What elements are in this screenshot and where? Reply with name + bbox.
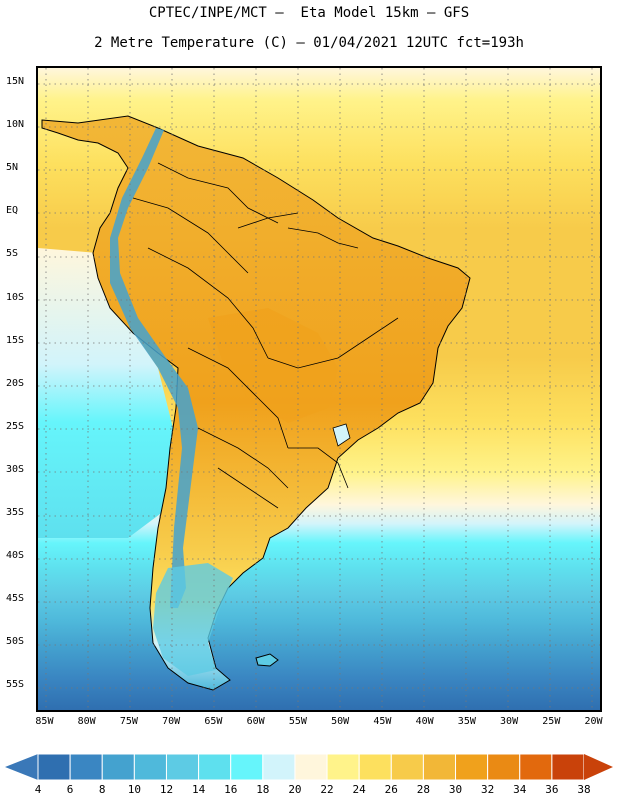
colorbar-tick-label: 18 <box>256 783 270 796</box>
patagonia-cool-region <box>153 563 233 676</box>
colorbar-tick-label: 30 <box>448 783 463 796</box>
colorbar-swatch <box>487 753 521 781</box>
chart-title-line2: 2 Metre Temperature (C) – 01/04/2021 12U… <box>94 35 524 51</box>
colorbar-tick-label: 26 <box>384 783 398 796</box>
colorbar-tick-label: 16 <box>224 783 238 796</box>
lat-label: 15N <box>6 76 25 88</box>
lat-label: 20S <box>6 377 25 389</box>
lat-label: 45S <box>6 593 25 605</box>
colorbar-swatch <box>519 753 553 781</box>
colorbar-swatch <box>37 753 71 781</box>
colorbar-swatch <box>294 753 328 781</box>
colorbar-swatch <box>101 753 135 781</box>
chart-title-line1: CPTEC/INPE/MCT – Eta Model 15km – GFS <box>148 5 470 21</box>
colorbar-swatch <box>326 753 360 781</box>
lat-label: 15S <box>6 334 25 346</box>
colorbar <box>5 753 613 781</box>
lon-label: 80W <box>77 716 96 727</box>
lat-label: 40S <box>6 549 25 561</box>
hot-core-region <box>208 308 338 423</box>
lat-label: 35S <box>6 506 25 518</box>
colorbar-tick-label: 28 <box>416 783 431 796</box>
lat-label: 10N <box>6 119 25 131</box>
colorbar-swatch <box>455 753 489 781</box>
lat-label: 25S <box>6 420 25 432</box>
pacific-cool-field <box>38 248 178 538</box>
colorbar-tick-label: 34 <box>513 783 527 796</box>
colorbar-swatch <box>262 753 296 781</box>
lon-label: 45W <box>373 716 392 727</box>
lon-label: 60W <box>246 716 265 727</box>
colorbar-tick-label: 22 <box>320 783 334 796</box>
lon-label: 75W <box>119 716 138 727</box>
colorbar-tick-label: 14 <box>191 783 206 796</box>
triangle-right-icon <box>584 754 613 780</box>
map-frame <box>36 66 602 712</box>
colorbar-tick-label: 20 <box>288 783 302 796</box>
colorbar-tick-label: 10 <box>127 783 141 796</box>
colorbar-swatch <box>198 753 232 781</box>
lon-label: 25W <box>542 716 561 727</box>
lon-label: 30W <box>500 716 519 727</box>
colorbar-swatch <box>358 753 392 781</box>
lon-label: 50W <box>331 716 350 727</box>
lon-label: 55W <box>288 716 307 727</box>
lon-label: 20W <box>584 716 603 727</box>
colorbar-tick-label: 32 <box>481 783 495 796</box>
lon-label: 85W <box>35 716 54 727</box>
lat-label: 5N <box>6 162 19 174</box>
colorbar-swatch <box>390 753 424 781</box>
colorbar-swatch <box>230 753 264 781</box>
temperature-map <box>38 68 600 710</box>
map-gridlines <box>38 68 600 710</box>
country-borders <box>132 162 399 509</box>
lat-label: 50S <box>6 636 25 648</box>
lat-label: 10S <box>6 291 25 303</box>
lat-label: 55S <box>6 679 25 691</box>
lon-label: 70W <box>162 716 181 727</box>
colorbar-swatch <box>133 753 167 781</box>
colorbar-swatch <box>422 753 457 781</box>
colorbar-tick-label: 6 <box>66 783 74 796</box>
falkland-islands <box>255 653 279 667</box>
lake-lagoon <box>332 423 351 447</box>
colorbar-swatch <box>165 753 200 781</box>
colorbar-tick-label: 24 <box>352 783 366 796</box>
lon-label: 65W <box>204 716 223 727</box>
colorbar-tick-label: 12 <box>159 783 174 796</box>
lon-label: 35W <box>457 716 476 727</box>
lat-label: EQ <box>6 205 19 217</box>
triangle-left-icon <box>5 754 38 780</box>
colorbar-swatch <box>69 753 103 781</box>
colorbar-tick-label: 4 <box>34 783 42 796</box>
lat-label: 30S <box>6 463 25 475</box>
lat-label: 5S <box>6 248 19 260</box>
colorbar-swatch <box>551 753 585 781</box>
colorbar-tick-label: 8 <box>98 783 106 796</box>
lon-label: 40W <box>415 716 434 727</box>
colorbar-tick-label: 38 <box>577 783 591 796</box>
colorbar-tick-label: 36 <box>545 783 559 796</box>
